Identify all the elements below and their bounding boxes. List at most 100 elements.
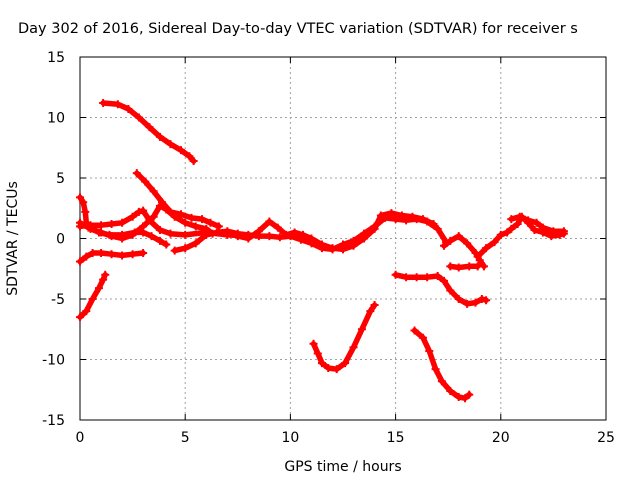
data-point <box>446 386 455 395</box>
data-point <box>454 295 463 303</box>
data-point <box>191 239 200 248</box>
data-point <box>439 241 448 250</box>
data-point <box>559 227 568 236</box>
data-point <box>155 236 164 245</box>
data-point <box>461 394 470 403</box>
data-point <box>532 218 541 227</box>
series-arc-mid-peak <box>134 170 222 230</box>
data-point <box>76 257 84 266</box>
data-point <box>155 201 164 210</box>
data-point <box>134 207 143 216</box>
data-point <box>446 236 455 245</box>
data-point <box>463 239 472 248</box>
data-point <box>299 230 308 239</box>
data-point <box>124 105 133 114</box>
data-point <box>349 343 358 352</box>
data-point <box>473 262 482 271</box>
data-point <box>446 262 455 271</box>
series-arc-late-mini <box>447 263 481 271</box>
data-point <box>465 390 474 399</box>
series-arc-mid-trough <box>310 302 378 372</box>
data-point <box>191 222 200 231</box>
data-point <box>410 326 419 335</box>
data-point <box>212 228 221 237</box>
data-point <box>418 333 427 342</box>
x-tick-label: 10 <box>281 430 299 446</box>
data-point <box>181 244 190 253</box>
data-point <box>402 273 411 282</box>
data-point <box>147 232 156 241</box>
data-point <box>538 223 547 232</box>
data-point <box>94 284 103 293</box>
data-point <box>446 286 455 295</box>
data-point <box>437 377 446 386</box>
data-point <box>88 249 97 258</box>
data-point <box>496 230 505 239</box>
data-point <box>99 275 108 284</box>
data-point <box>94 228 103 237</box>
data-point <box>313 349 322 358</box>
data-point <box>118 218 127 227</box>
series-arc-zero-band-c <box>77 220 170 248</box>
data-point <box>97 249 106 258</box>
data-point <box>454 393 463 402</box>
data-point <box>155 132 164 141</box>
data-point <box>433 224 442 233</box>
data-point <box>214 222 223 231</box>
data-point <box>149 187 158 196</box>
data-point <box>309 339 318 348</box>
x-tick-label: 20 <box>492 430 510 446</box>
data-point <box>181 218 190 227</box>
data-point <box>107 219 116 228</box>
data-point <box>202 230 211 239</box>
data-point <box>530 226 539 235</box>
data-point <box>244 234 253 243</box>
data-point <box>189 157 198 166</box>
data-point <box>128 212 137 221</box>
data-point <box>515 212 524 221</box>
data-point <box>185 152 194 161</box>
data-point <box>418 215 427 224</box>
data-point <box>162 240 171 249</box>
data-point <box>465 262 474 271</box>
data-point <box>370 224 379 233</box>
data-point <box>149 212 158 221</box>
data-point <box>454 263 463 272</box>
data-point <box>107 250 116 259</box>
data-point <box>155 226 164 235</box>
data-point <box>223 228 232 237</box>
data-point <box>118 230 127 239</box>
y-tick-label: -5 <box>51 292 65 308</box>
data-point <box>477 295 486 303</box>
data-point <box>431 365 440 374</box>
data-point <box>307 234 316 243</box>
data-point <box>145 123 154 132</box>
data-point <box>99 98 108 107</box>
data-point <box>507 215 516 224</box>
data-point <box>132 169 141 178</box>
data-point <box>170 212 179 221</box>
data-point <box>387 209 396 218</box>
data-point <box>513 219 522 228</box>
data-point <box>317 359 326 368</box>
x-tick-label: 25 <box>597 430 615 446</box>
x-tick-label: 0 <box>76 430 85 446</box>
data-point <box>290 228 299 237</box>
data-point <box>118 251 127 260</box>
data-point <box>547 232 556 241</box>
data-point <box>139 206 148 215</box>
data-point <box>265 232 274 241</box>
data-point <box>471 298 480 307</box>
data-point <box>549 227 558 236</box>
y-tick-label: 0 <box>56 232 65 248</box>
data-point <box>412 273 421 282</box>
data-point <box>166 140 175 149</box>
data-point <box>84 223 93 232</box>
data-point <box>187 213 196 222</box>
data-point <box>254 227 263 236</box>
data-point <box>139 249 148 258</box>
data-point <box>176 210 185 219</box>
chart-title: Day 302 of 2016, Sidereal Day-to-day VTE… <box>18 21 578 37</box>
data-point <box>524 216 533 225</box>
